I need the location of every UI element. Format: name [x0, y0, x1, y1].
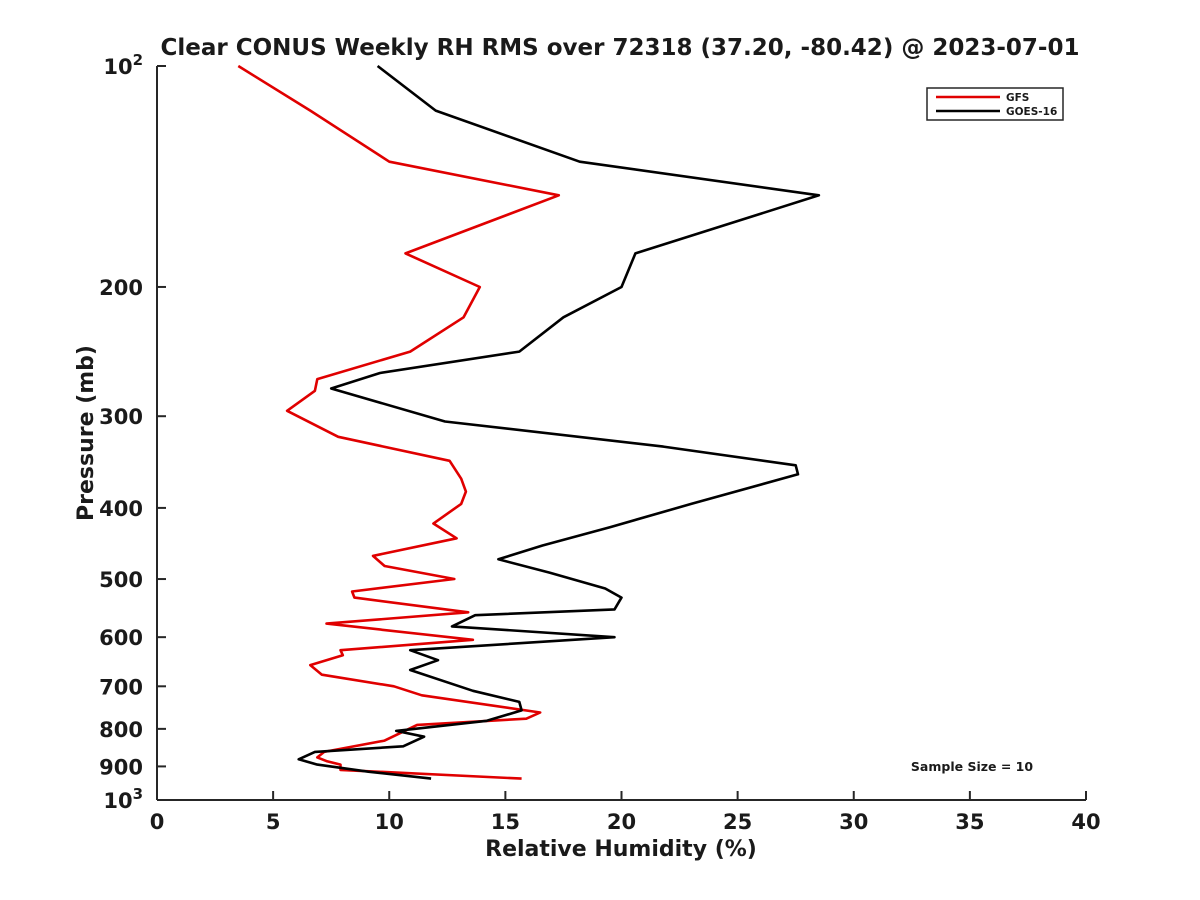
axes: [156, 66, 1086, 801]
y-tick-label: 700: [99, 675, 143, 699]
y-tick-label: 300: [99, 405, 143, 429]
x-tick-label: 35: [955, 810, 984, 834]
legend-label: GFS: [1006, 92, 1029, 104]
y-axis-label: Pressure (mb): [74, 345, 99, 521]
y-tick-label: 500: [99, 568, 143, 592]
series-line-gfs: [237, 64, 561, 780]
series-layer: [237, 64, 821, 780]
y-tick-label: 200: [99, 276, 143, 300]
x-axis-label: Relative Humidity (%): [485, 837, 757, 862]
legend-label: GOES-16: [1006, 106, 1057, 118]
x-tick-label: 25: [723, 810, 752, 834]
legend: GFS GOES-16: [926, 87, 1064, 121]
x-ticks: 0 5 10 15 20 25 30 35 40: [150, 791, 1101, 834]
y-tick-base: 10: [103, 789, 132, 813]
y-tick-label-power: 102: [103, 51, 143, 79]
y-tick-exponent: 2: [133, 51, 143, 69]
y-tick-base: 10: [103, 55, 132, 79]
sample-size-annotation: Sample Size = 10: [911, 759, 1033, 774]
y-tick-exponent: 3: [133, 785, 143, 803]
chart-title: Clear CONUS Weekly RH RMS over 72318 (37…: [161, 35, 1080, 61]
x-tick-label: 40: [1071, 810, 1100, 834]
y-tick-label: 900: [99, 755, 143, 779]
y-tick-label: 600: [99, 626, 143, 650]
x-tick-label: 15: [491, 810, 520, 834]
y-tick-label: 400: [99, 497, 143, 521]
y-tick-label: 800: [99, 718, 143, 742]
x-tick-label: 0: [150, 810, 165, 834]
legend-box: [926, 87, 1064, 121]
series-line-goes-16: [297, 64, 821, 780]
x-tick-label: 30: [839, 810, 868, 834]
x-tick-label: 20: [607, 810, 636, 834]
y-tick-label-power: 103: [103, 785, 143, 813]
x-tick-label: 5: [266, 810, 281, 834]
x-tick-label: 10: [375, 810, 404, 834]
